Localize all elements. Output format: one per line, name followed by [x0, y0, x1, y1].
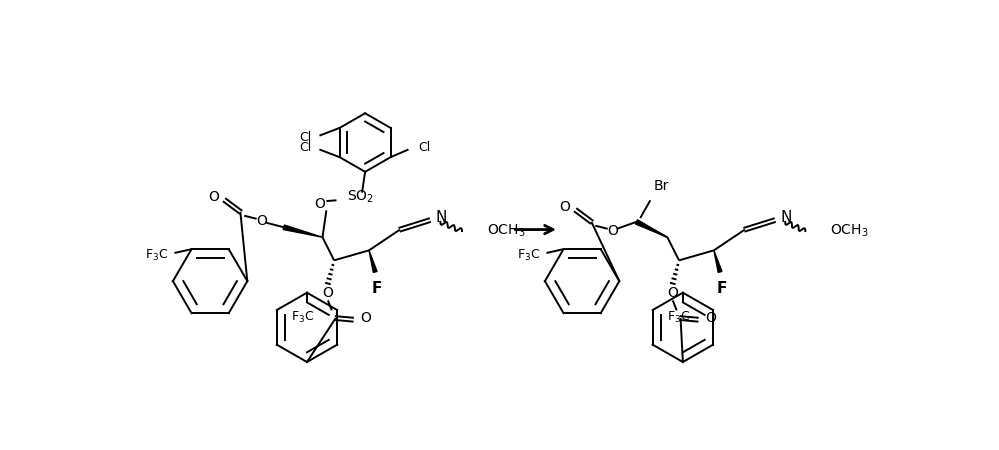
Text: O: O: [361, 311, 372, 325]
Text: Cl: Cl: [300, 141, 312, 153]
Text: SO$_2$: SO$_2$: [347, 188, 374, 205]
Text: O: O: [667, 287, 678, 301]
Text: F: F: [716, 281, 727, 296]
Text: OCH$_3$: OCH$_3$: [830, 223, 869, 239]
Polygon shape: [714, 250, 722, 272]
Text: O: O: [208, 190, 219, 204]
Text: N: N: [436, 210, 447, 225]
Text: F: F: [372, 281, 382, 296]
Text: O: O: [323, 287, 334, 301]
Text: Br: Br: [653, 179, 668, 193]
Text: F$_3$C: F$_3$C: [516, 248, 540, 263]
Polygon shape: [283, 225, 323, 237]
Text: O: O: [705, 311, 716, 325]
Text: O: O: [607, 224, 618, 238]
Polygon shape: [369, 250, 377, 272]
Text: O: O: [558, 200, 569, 214]
Text: O: O: [257, 214, 268, 228]
Text: F$_3$C: F$_3$C: [667, 310, 690, 325]
Text: N: N: [780, 210, 792, 225]
Text: Cl: Cl: [418, 141, 430, 153]
Text: F$_3$C: F$_3$C: [292, 310, 315, 325]
Text: O: O: [315, 197, 326, 211]
Polygon shape: [635, 220, 667, 237]
Text: F$_3$C: F$_3$C: [145, 248, 168, 263]
Text: Cl: Cl: [300, 131, 312, 144]
Text: OCH$_3$: OCH$_3$: [487, 223, 525, 239]
